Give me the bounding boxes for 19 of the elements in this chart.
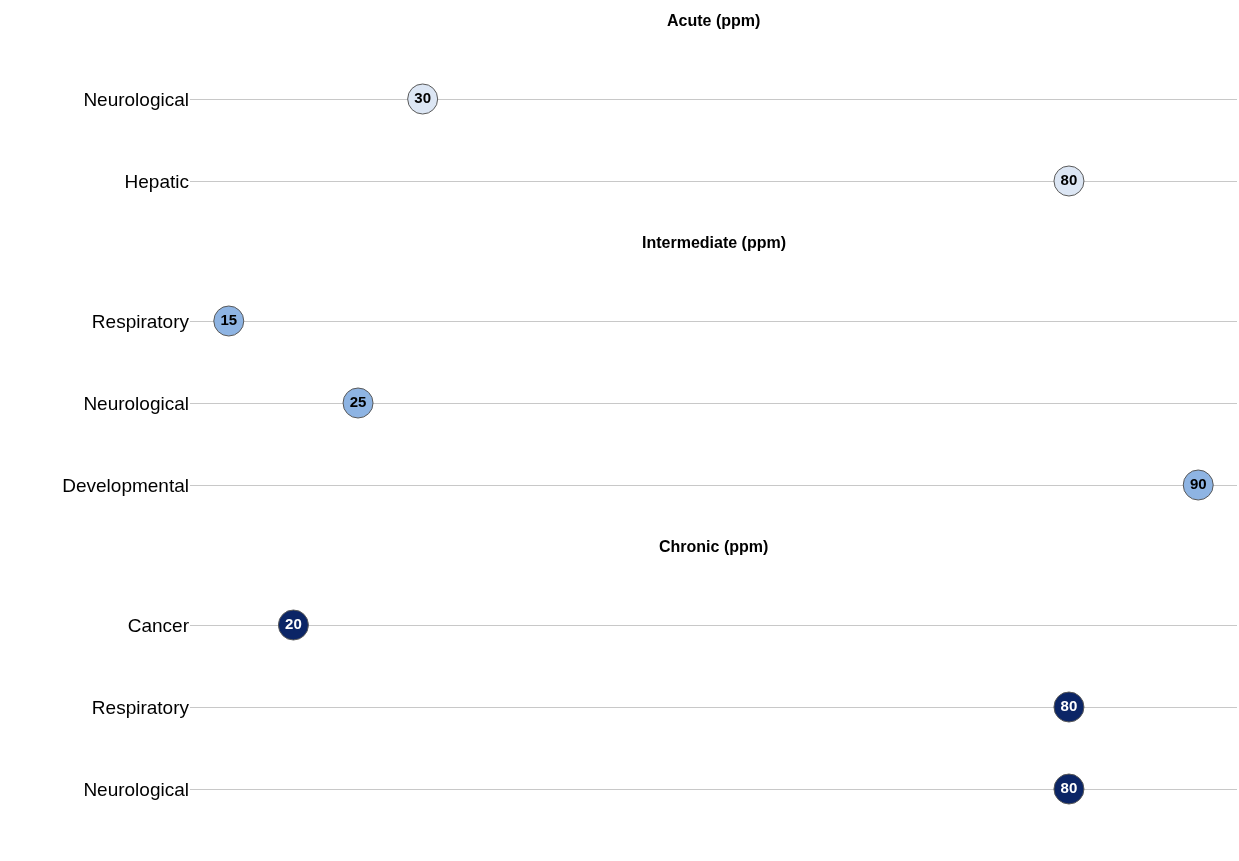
chart-title: Acute (ppm) xyxy=(667,12,761,29)
chart-title: Intermediate (ppm) xyxy=(642,234,787,251)
y-tick-label: Neurological xyxy=(83,392,189,414)
data-label: 15 xyxy=(220,310,238,328)
y-tick-label: Respiratory xyxy=(91,310,190,332)
chart-title: Chronic (ppm) xyxy=(659,538,769,555)
data-label: 90 xyxy=(1189,474,1207,492)
data-label: 80 xyxy=(1060,778,1078,796)
y-tick-label: Hepatic xyxy=(124,170,189,192)
y-tick-label: Cancer xyxy=(127,614,190,636)
y-tick-label: Neurological xyxy=(83,88,189,110)
y-tick-label: Respiratory xyxy=(91,696,190,718)
data-label: 25 xyxy=(349,392,367,410)
data-label: 20 xyxy=(285,614,302,632)
y-tick-label: Neurological xyxy=(83,778,189,800)
data-label: 80 xyxy=(1060,696,1078,714)
y-tick-label: Developmental xyxy=(62,474,189,496)
data-label: 80 xyxy=(1060,170,1078,188)
data-label: 30 xyxy=(414,88,432,106)
